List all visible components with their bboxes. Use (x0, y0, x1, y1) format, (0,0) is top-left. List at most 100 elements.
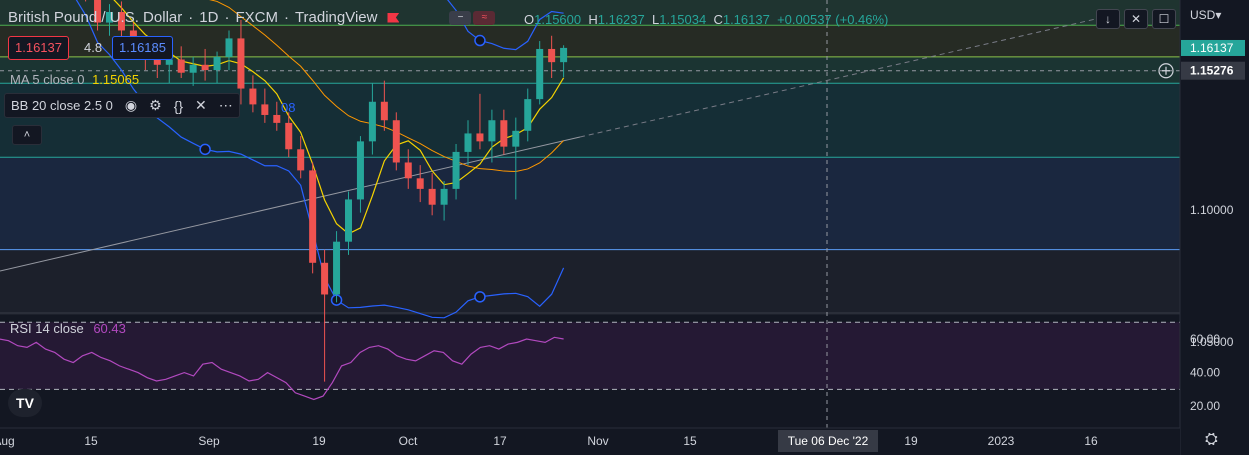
time-tick-label: 19 (904, 434, 918, 448)
last-price-marker (1181, 39, 1245, 56)
time-tick-label: 15 (84, 434, 98, 448)
candle-body (440, 188, 448, 205)
candle-body (488, 120, 496, 142)
candle-body (404, 162, 412, 179)
low-value: 1.15034 (659, 12, 707, 27)
close-icon[interactable]: ✕ (195, 97, 207, 113)
fib-zone (0, 56, 1180, 84)
candle-body (512, 130, 520, 147)
pill-toggle[interactable]: − ≈ (449, 10, 496, 25)
rsi-tick-label: 40.00 (1190, 366, 1220, 380)
candle-body (392, 120, 400, 163)
candle-body (356, 141, 364, 200)
candle-body (189, 64, 197, 73)
rsi-pane (0, 336, 564, 401)
rsi-tick-label: 60.00 (1190, 332, 1220, 346)
minus-icon[interactable]: − (449, 10, 472, 25)
pane-controls: ↓ ✕ ☐ (1096, 9, 1176, 29)
ma-legend[interactable]: MA 5 close 0 1.15065 (10, 72, 139, 87)
maximize-icon[interactable]: ☐ (1152, 9, 1176, 29)
rsi-tick-label: 20.00 (1190, 399, 1220, 413)
symbol-title[interactable]: British Pound / U.S. Dollar (8, 9, 183, 26)
change-value: +0.00537 (+0.46%) (777, 12, 889, 27)
buy-button[interactable]: 1.16185 (112, 36, 173, 60)
flag-icon[interactable] (387, 12, 400, 23)
arrow-down-icon[interactable]: ↓ (1096, 9, 1120, 29)
platform-label: TradingView (294, 9, 378, 26)
candle-body (452, 151, 460, 189)
rsi-legend[interactable]: RSI 14 close 60.43 (10, 321, 126, 336)
candle-body (464, 133, 472, 152)
candle-body (345, 199, 352, 242)
time-tick-label: 2023 (988, 434, 1015, 448)
candle-body (380, 101, 388, 121)
rsi-value: 60.43 (93, 321, 126, 336)
time-tick-label: 16 (1084, 434, 1098, 448)
rsi-band (0, 322, 1180, 390)
ma-line (113, 0, 565, 235)
time-tick-label: Oct (399, 434, 418, 448)
tradingview-logo[interactable]: TV (8, 389, 42, 417)
spread-value: 4.8 (84, 40, 103, 55)
candle-body (428, 188, 436, 205)
grid (0, 0, 1180, 428)
add-alert-plus (1162, 66, 1170, 75)
bb-label: BB 20 close 2.5 0 (11, 98, 113, 113)
bb-anchor-point (199, 143, 211, 156)
candle-body (201, 64, 209, 71)
candle-body (416, 178, 424, 189)
trendline-extension (579, 17, 1101, 138)
collapse-icon[interactable]: ✕ (1124, 9, 1148, 29)
time-tick-label: Sep (198, 434, 220, 448)
price-tick-label: 1.05000 (1190, 335, 1234, 349)
open-value: 1.15600 (534, 12, 582, 27)
ma-value: 1.15065 (92, 72, 140, 87)
braces-icon[interactable]: {} (173, 97, 184, 114)
candle-body (237, 38, 245, 89)
time-tick-label: 19 (312, 434, 326, 448)
crosshair-price-marker (1181, 61, 1245, 80)
high-value: 1.16237 (597, 12, 645, 27)
interval-label[interactable]: 1D (199, 9, 219, 26)
bb-trail-value: 08 (281, 100, 296, 115)
fib-zone (0, 157, 1180, 250)
time-tick-label: 17 (493, 434, 507, 448)
candle-body (297, 149, 305, 171)
sell-button[interactable]: 1.16137 (8, 36, 69, 60)
candle-body (524, 99, 532, 131)
time-tick-label: Nov (587, 434, 608, 448)
candle-body (476, 133, 484, 142)
candle-body (261, 104, 269, 115)
candle-body (536, 48, 544, 100)
crosshair-date-label: Tue 06 Dec '22 (788, 434, 869, 448)
bb-basis (209, 0, 564, 172)
candle-body (309, 170, 317, 263)
bb-anchor-point (474, 291, 486, 303)
more-icon[interactable]: ⋯ (218, 97, 233, 113)
ma-label: MA 5 close 0 (10, 72, 85, 87)
candle-body (177, 59, 185, 73)
bb-legend[interactable]: BB 20 close 2.5 0 ◉ ⚙ {} ✕ ⋯ 08 (4, 93, 295, 118)
time-axis-bg (0, 428, 1180, 455)
rsi-label: RSI 14 close (10, 321, 84, 336)
bb-lower (75, 0, 565, 319)
settings-icon[interactable]: ⛭ (1205, 431, 1218, 448)
candle-body (153, 56, 161, 65)
rsi-line (0, 336, 564, 401)
gear-icon[interactable]: ⚙ (149, 97, 162, 113)
fib-zone (0, 25, 1180, 57)
bb-anchor-point (474, 34, 486, 47)
candle-body (273, 114, 281, 123)
eye-icon[interactable]: ◉ (124, 97, 138, 113)
candle-body (225, 38, 233, 57)
wave-icon[interactable]: ≈ (473, 10, 496, 25)
candle-body (321, 262, 329, 295)
candle-body (94, 0, 102, 23)
collapse-legend-button[interactable]: ˄ (12, 125, 42, 145)
candle-body (106, 12, 113, 23)
price-tick-label: 1.10000 (1190, 203, 1234, 217)
candles (85, 0, 568, 382)
currency-selector[interactable]: USD▾ (1190, 8, 1222, 22)
